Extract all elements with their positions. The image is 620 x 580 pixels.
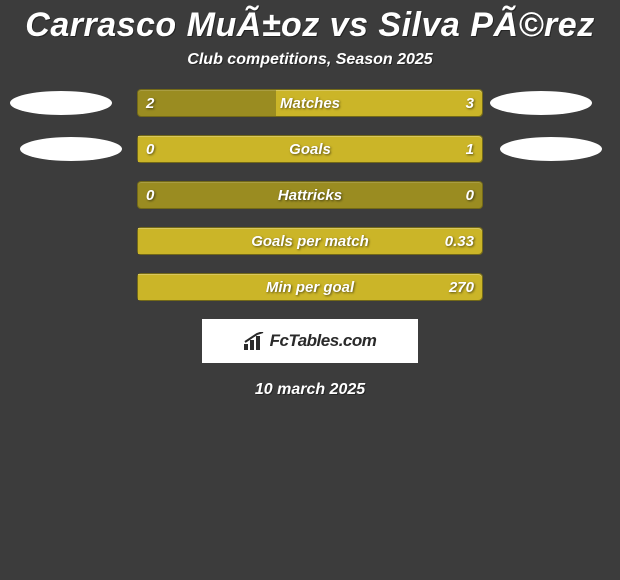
stat-row: Goals per match 0.33 <box>0 227 620 255</box>
stat-row: 0 Goals 1 <box>0 135 620 163</box>
stat-bar: 0 Hattricks 0 <box>137 181 483 209</box>
date-label: 10 march 2025 <box>0 381 620 399</box>
stat-bar-fill <box>138 228 482 254</box>
stat-bar: 2 Matches 3 <box>137 89 483 117</box>
stat-right-value: 0 <box>466 182 474 210</box>
stat-left-value: 0 <box>146 182 154 210</box>
attribution-text: FcTables.com <box>270 331 377 351</box>
player-left-blob <box>20 137 122 161</box>
stat-row: 0 Hattricks 0 <box>0 181 620 209</box>
subtitle: Club competitions, Season 2025 <box>0 51 620 89</box>
stat-right-value: 3 <box>466 90 474 118</box>
player-right-blob <box>500 137 602 161</box>
stat-bar-fill <box>138 136 482 162</box>
stat-left-value: 0 <box>146 136 154 164</box>
stat-right-value: 270 <box>449 274 474 302</box>
stat-bar-fill <box>276 90 482 116</box>
stat-bar-fill <box>138 274 482 300</box>
attribution-badge: FcTables.com <box>202 319 418 363</box>
stat-left-value: 2 <box>146 90 154 118</box>
stat-bar: Min per goal 270 <box>137 273 483 301</box>
stat-row: 2 Matches 3 <box>0 89 620 117</box>
comparison-chart: 2 Matches 3 0 Goals 1 0 Hattricks 0 Goal… <box>0 89 620 301</box>
player-right-blob <box>490 91 592 115</box>
stat-bar: Goals per match 0.33 <box>137 227 483 255</box>
stat-right-value: 0.33 <box>445 228 474 256</box>
page-title: Carrasco MuÃ±oz vs Silva PÃ©rez <box>0 0 620 51</box>
player-left-blob <box>10 91 112 115</box>
stat-label: Hattricks <box>138 182 482 210</box>
bar-chart-icon <box>244 332 266 350</box>
stat-right-value: 1 <box>466 136 474 164</box>
stat-bar: 0 Goals 1 <box>137 135 483 163</box>
stat-row: Min per goal 270 <box>0 273 620 301</box>
